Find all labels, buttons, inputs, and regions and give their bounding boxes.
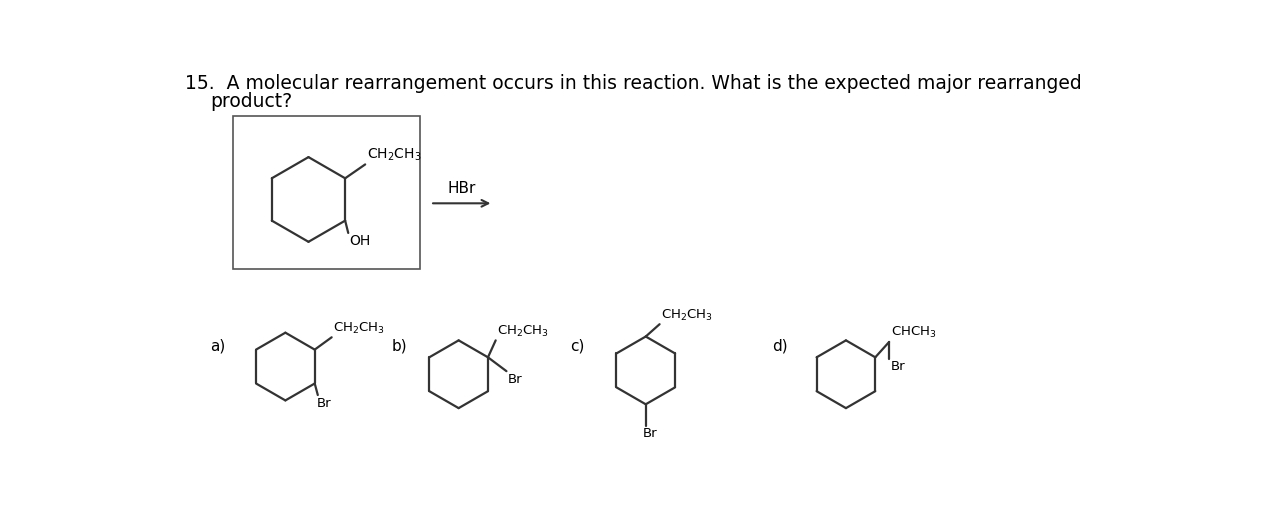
Text: CH$_2$CH$_3$: CH$_2$CH$_3$ — [497, 324, 550, 339]
Text: product?: product? — [210, 92, 293, 111]
Text: HBr: HBr — [448, 180, 476, 196]
Text: Br: Br — [890, 360, 906, 373]
Text: CH$_2$CH$_3$: CH$_2$CH$_3$ — [366, 147, 421, 163]
Text: Br: Br — [317, 397, 331, 410]
Text: a): a) — [210, 338, 225, 353]
Text: 15.  A molecular rearrangement occurs in this reaction. What is the expected maj: 15. A molecular rearrangement occurs in … — [186, 74, 1082, 93]
Text: CH$_2$CH$_3$: CH$_2$CH$_3$ — [333, 321, 385, 336]
Text: d): d) — [772, 338, 787, 353]
Text: b): b) — [392, 338, 407, 353]
Text: c): c) — [570, 338, 585, 353]
Text: Br: Br — [642, 427, 658, 440]
Text: Br: Br — [508, 373, 523, 386]
Text: CH$_2$CH$_3$: CH$_2$CH$_3$ — [661, 307, 714, 322]
Text: CHCH$_3$: CHCH$_3$ — [890, 326, 936, 341]
Bar — [233, 116, 420, 269]
Text: OH: OH — [349, 233, 370, 248]
